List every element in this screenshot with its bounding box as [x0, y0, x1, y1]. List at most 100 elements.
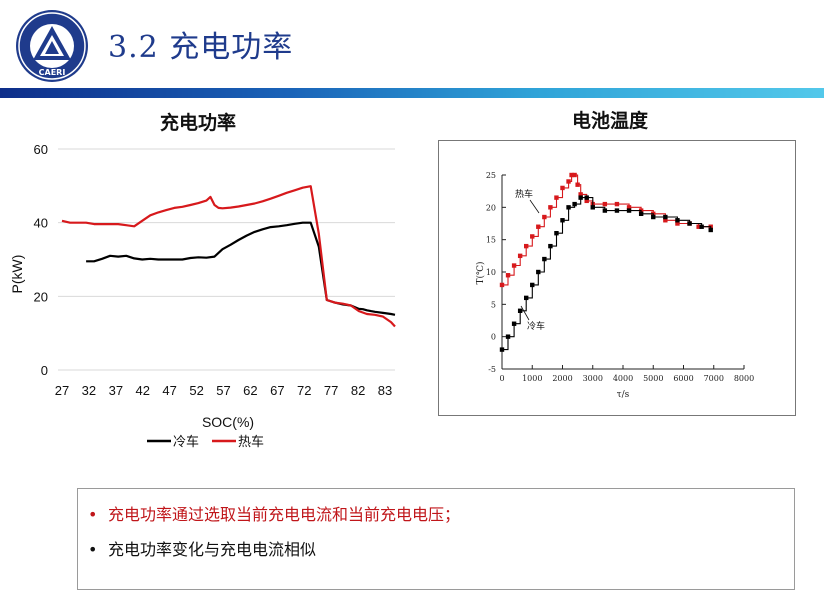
data-point-cold — [548, 243, 553, 249]
data-point-cold — [499, 347, 505, 352]
data-point-hot — [575, 182, 580, 187]
series-line-hot — [61, 185, 396, 328]
series-line-cold — [86, 221, 396, 316]
x-tick-label: 62 — [243, 383, 257, 398]
power-chart-title: 充电功率 — [160, 112, 237, 134]
x-tick-label: 37 — [109, 383, 123, 398]
series-line-cold — [502, 197, 712, 351]
data-point-cold — [566, 205, 571, 210]
data-point-cold — [554, 231, 559, 236]
note-text: 充电功率变化与充电电流相似 — [108, 540, 317, 559]
y-tick-label: 10 — [486, 268, 496, 277]
data-point-hot — [548, 205, 553, 210]
temperature-chart-frame: -5 0 5 10 15 20 25 0 1000 2000 3000 4000 5000 6000 700… — [438, 140, 796, 416]
y-tick-label: 25 — [486, 171, 496, 180]
y-tick-label: 0 — [41, 363, 48, 378]
x-tick-label: 72 — [297, 383, 311, 398]
y-tick-label: -5 — [488, 365, 496, 374]
x-tick-label: 47 — [162, 383, 176, 398]
x-tick-label: 83 — [378, 383, 392, 398]
data-point-hot — [602, 201, 608, 207]
data-point-cold — [505, 334, 511, 339]
annotation-cold: 冷车 — [527, 320, 545, 332]
data-point-cold — [638, 211, 644, 216]
series-line-hot — [502, 174, 711, 286]
data-point-cold — [578, 195, 583, 200]
data-point-hot — [505, 273, 511, 278]
x-tick-label: 5000 — [643, 374, 663, 383]
x-tick-label: 52 — [189, 383, 203, 398]
y-tick-label: 15 — [486, 236, 496, 245]
data-point-cold — [524, 295, 529, 301]
y-tick-label: 20 — [486, 203, 496, 212]
data-point-cold — [572, 201, 577, 207]
data-point-cold — [663, 214, 668, 220]
x-tick-label: 8000 — [734, 374, 754, 383]
data-point-hot — [663, 218, 668, 223]
data-point-cold — [536, 269, 541, 275]
data-point-cold — [542, 256, 547, 262]
data-point-cold — [590, 205, 595, 210]
x-tick-label: 6000 — [673, 374, 693, 383]
data-point-cold — [651, 214, 656, 220]
bullet-dot: • — [88, 505, 98, 524]
note-item: • 充电功率通过选取当前充电电流和当前充电电压； — [88, 501, 460, 525]
legend-label: 冷车 — [173, 434, 199, 450]
caeri-logo: CAERI — [16, 10, 88, 82]
temperature-chart-title: 电池温度 — [572, 110, 649, 132]
data-point-hot — [696, 224, 701, 229]
data-point-hot — [578, 192, 583, 197]
data-point-hot — [572, 172, 577, 178]
data-point-hot — [524, 243, 529, 249]
y-axis-title: T(℃) — [475, 261, 486, 284]
x-tick-label: 77 — [324, 383, 338, 398]
x-tick-label: 57 — [216, 383, 230, 398]
x-tick-label: 3000 — [583, 374, 603, 383]
data-point-hot — [614, 201, 620, 207]
data-point-hot — [566, 179, 571, 184]
x-axis-title: SOC(%) — [202, 414, 254, 430]
x-tick-label: 2000 — [552, 374, 572, 383]
data-point-cold — [699, 224, 704, 229]
y-tick-label: 0 — [491, 333, 496, 342]
data-point-hot — [569, 172, 574, 178]
x-tick-label: 67 — [270, 383, 284, 398]
data-point-cold — [560, 218, 565, 223]
logo-text: CAERI — [39, 68, 66, 77]
x-tick-label: 42 — [136, 383, 150, 398]
note-text: 充电功率通过选取当前充电电流和当前充电电压； — [108, 505, 461, 524]
data-point-hot — [530, 234, 535, 239]
y-tick-label: 5 — [491, 300, 496, 309]
x-tick-label: 27 — [55, 383, 69, 398]
note-item: • 充电功率变化与充电电流相似 — [88, 536, 316, 560]
y-axis-title: P(kW) — [9, 255, 25, 294]
data-point-hot — [560, 185, 565, 191]
data-point-cold — [602, 208, 608, 213]
data-point-cold — [584, 195, 589, 200]
data-point-hot — [499, 282, 505, 288]
x-axis-title: τ/s — [617, 390, 630, 400]
annotation-hot: 热车 — [515, 188, 533, 200]
data-point-hot — [584, 198, 589, 204]
annotation-hot-pointer — [529, 199, 540, 214]
data-point-cold — [708, 227, 713, 233]
notes-box: • 充电功率通过选取当前充电电流和当前充电电压； • 充电功率变化与充电电流相似 — [77, 488, 795, 590]
data-point-hot — [675, 221, 680, 226]
page-title: 3.2 充电功率 — [108, 30, 294, 65]
data-point-cold — [517, 308, 523, 313]
x-tick-label: 0 — [499, 374, 504, 383]
data-point-hot — [626, 205, 632, 210]
data-point-cold — [675, 218, 680, 223]
legend-label: 热车 — [238, 434, 264, 450]
data-point-cold — [687, 221, 692, 226]
data-point-hot — [554, 195, 559, 200]
x-tick-label: 4000 — [613, 374, 633, 383]
x-tick-label: 1000 — [522, 374, 542, 383]
data-point-hot — [542, 214, 547, 220]
data-point-hot — [517, 253, 523, 259]
data-point-cold — [626, 208, 632, 213]
y-tick-label: 40 — [34, 216, 48, 231]
data-point-hot — [511, 263, 517, 268]
data-point-hot — [536, 224, 541, 229]
